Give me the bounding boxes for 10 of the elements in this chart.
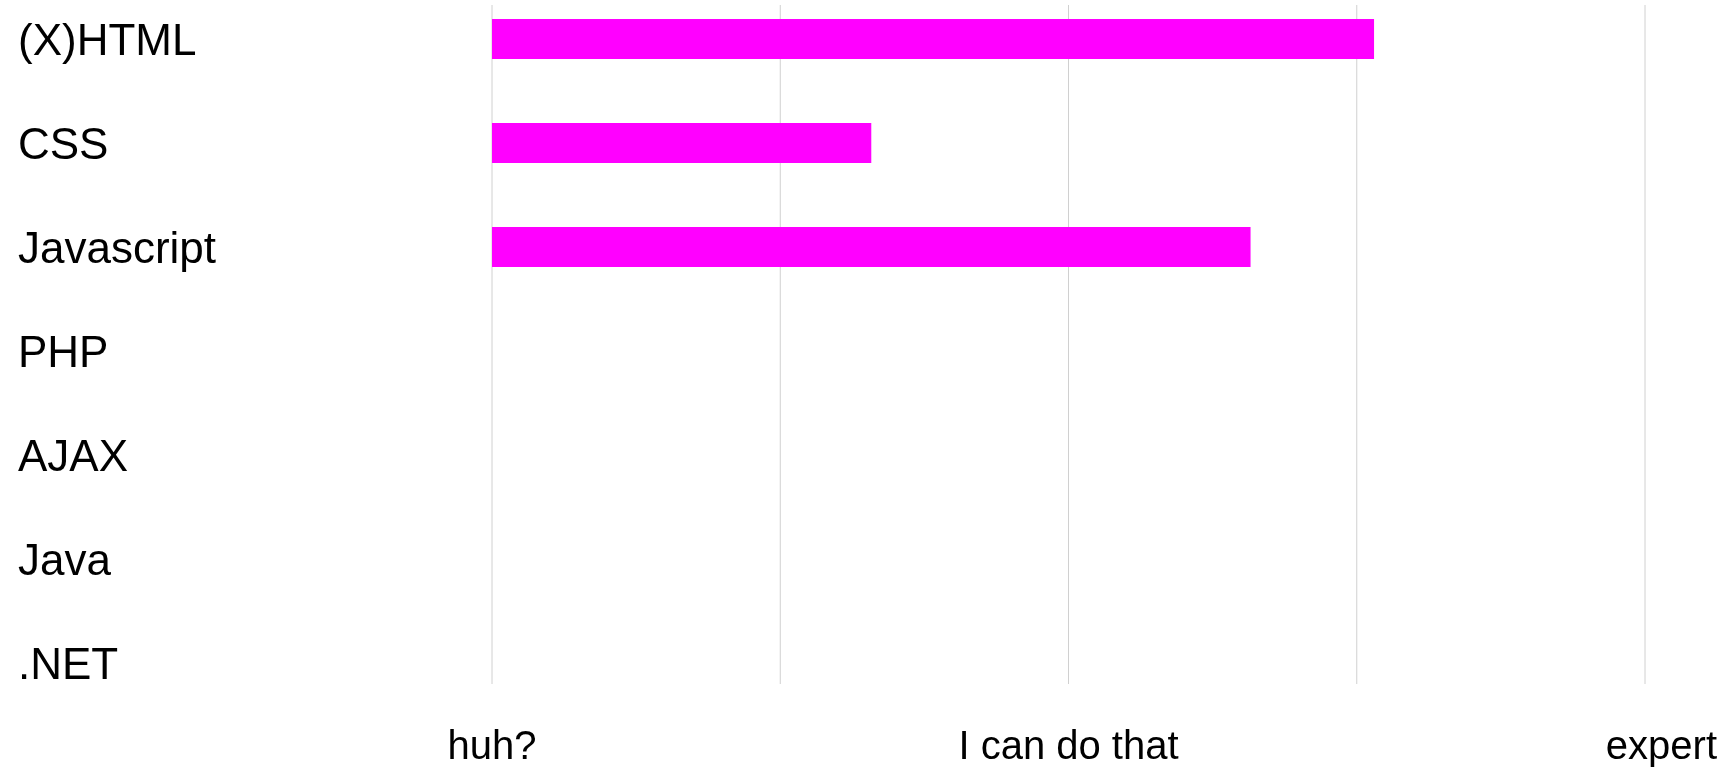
text: I can do that [958,723,1179,767]
y-tick-label: PHP [18,326,109,376]
y-tick-label: Java [18,534,112,584]
y-tick-label: .NET [18,638,119,688]
text: expert [1605,723,1717,767]
text: huh? [447,723,537,767]
y-tick-label: Javascript [18,222,217,272]
y-tick-label: AJAX [18,430,129,480]
y-tick-label: CSS [18,118,109,168]
y-tick-label: (X)HTML [18,14,197,64]
